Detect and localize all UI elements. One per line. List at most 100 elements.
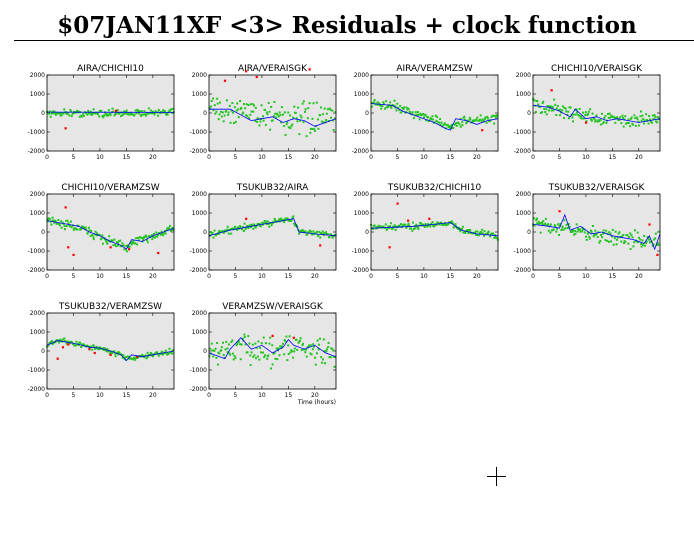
residual-point	[399, 111, 402, 114]
residual-point	[62, 338, 65, 341]
residual-point	[401, 106, 404, 109]
residual-point	[494, 116, 497, 119]
residual-point	[380, 107, 383, 110]
residual-point	[480, 230, 483, 233]
residual-point	[243, 222, 246, 225]
residual-point	[300, 230, 303, 233]
residual-point	[219, 101, 222, 104]
residual-point	[123, 248, 126, 251]
residual-point	[162, 109, 165, 112]
residual-point	[112, 110, 115, 113]
residual-point	[394, 228, 397, 231]
residual-point	[575, 108, 578, 111]
residual-point	[627, 235, 630, 238]
residual-point	[144, 113, 147, 116]
residual-point	[157, 234, 160, 237]
residual-point	[623, 242, 626, 245]
residual-point	[403, 111, 406, 114]
residual-point	[212, 236, 215, 239]
plot-area	[371, 75, 498, 151]
outlier-point	[223, 79, 227, 82]
residual-point	[440, 221, 443, 224]
residual-point	[129, 111, 132, 114]
residual-point	[407, 107, 410, 110]
residual-point	[432, 224, 435, 227]
residual-point	[643, 244, 646, 247]
residual-point	[648, 114, 651, 117]
residual-point	[86, 344, 89, 347]
residual-point	[216, 102, 219, 105]
residual-point	[438, 121, 441, 124]
residual-point	[89, 234, 92, 237]
residual-point	[64, 228, 67, 231]
residual-point	[622, 116, 625, 119]
residual-point	[117, 244, 120, 247]
clock-function-line	[532, 105, 661, 123]
residual-point	[568, 106, 571, 109]
residual-point	[142, 113, 145, 116]
residual-point	[261, 221, 264, 224]
residual-point	[160, 230, 163, 233]
residual-point	[98, 234, 101, 237]
residual-point	[85, 112, 88, 115]
residual-point	[287, 344, 290, 347]
residual-point	[144, 354, 147, 357]
residual-point	[412, 228, 415, 231]
residual-point	[492, 232, 495, 235]
residual-point	[598, 120, 601, 123]
residual-point	[583, 117, 586, 120]
residual-point	[266, 220, 269, 223]
residual-point	[637, 120, 640, 123]
residual-point	[169, 108, 172, 111]
residual-point	[427, 223, 430, 226]
residual-point	[609, 116, 612, 119]
residual-point	[215, 110, 218, 113]
residual-point	[209, 105, 212, 108]
x-tick-label: 20	[473, 273, 481, 280]
residual-point	[301, 102, 304, 105]
residual-point	[648, 238, 651, 241]
residual-point	[481, 232, 484, 235]
plot-area	[209, 75, 336, 151]
residual-point	[308, 102, 311, 105]
residual-point	[582, 228, 585, 231]
residual-point	[562, 228, 565, 231]
residual-point	[99, 110, 102, 113]
residual-point	[237, 116, 240, 119]
residual-point	[145, 239, 148, 242]
residual-point	[486, 231, 489, 234]
residual-point	[149, 352, 152, 355]
residual-point	[383, 107, 386, 110]
residual-point	[98, 115, 101, 118]
residual-point	[563, 117, 566, 120]
residual-point	[146, 241, 149, 244]
residual-point	[559, 108, 562, 111]
residual-point	[590, 231, 593, 234]
residual-point	[286, 359, 289, 362]
residual-point	[495, 236, 498, 239]
residual-point	[638, 236, 641, 239]
residual-point	[625, 233, 628, 236]
residual-point	[451, 127, 454, 130]
residual-point	[312, 230, 315, 233]
residual-point	[565, 223, 568, 226]
residual-point	[266, 357, 269, 360]
residual-point	[331, 236, 334, 239]
residual-point	[623, 118, 626, 121]
residual-point	[244, 228, 247, 231]
outlier-point	[114, 109, 117, 112]
residual-point	[302, 100, 305, 103]
residual-point	[220, 115, 223, 118]
residual-point	[469, 118, 472, 121]
residual-point	[559, 222, 562, 225]
residual-point	[569, 230, 572, 233]
residual-point	[564, 227, 567, 230]
residual-point	[591, 224, 594, 227]
x-tick-label: 15	[447, 273, 455, 280]
residual-point	[315, 231, 318, 234]
plot-frame	[370, 193, 499, 271]
residual-point	[289, 114, 292, 117]
residual-point	[538, 222, 541, 225]
residual-point	[256, 120, 259, 123]
